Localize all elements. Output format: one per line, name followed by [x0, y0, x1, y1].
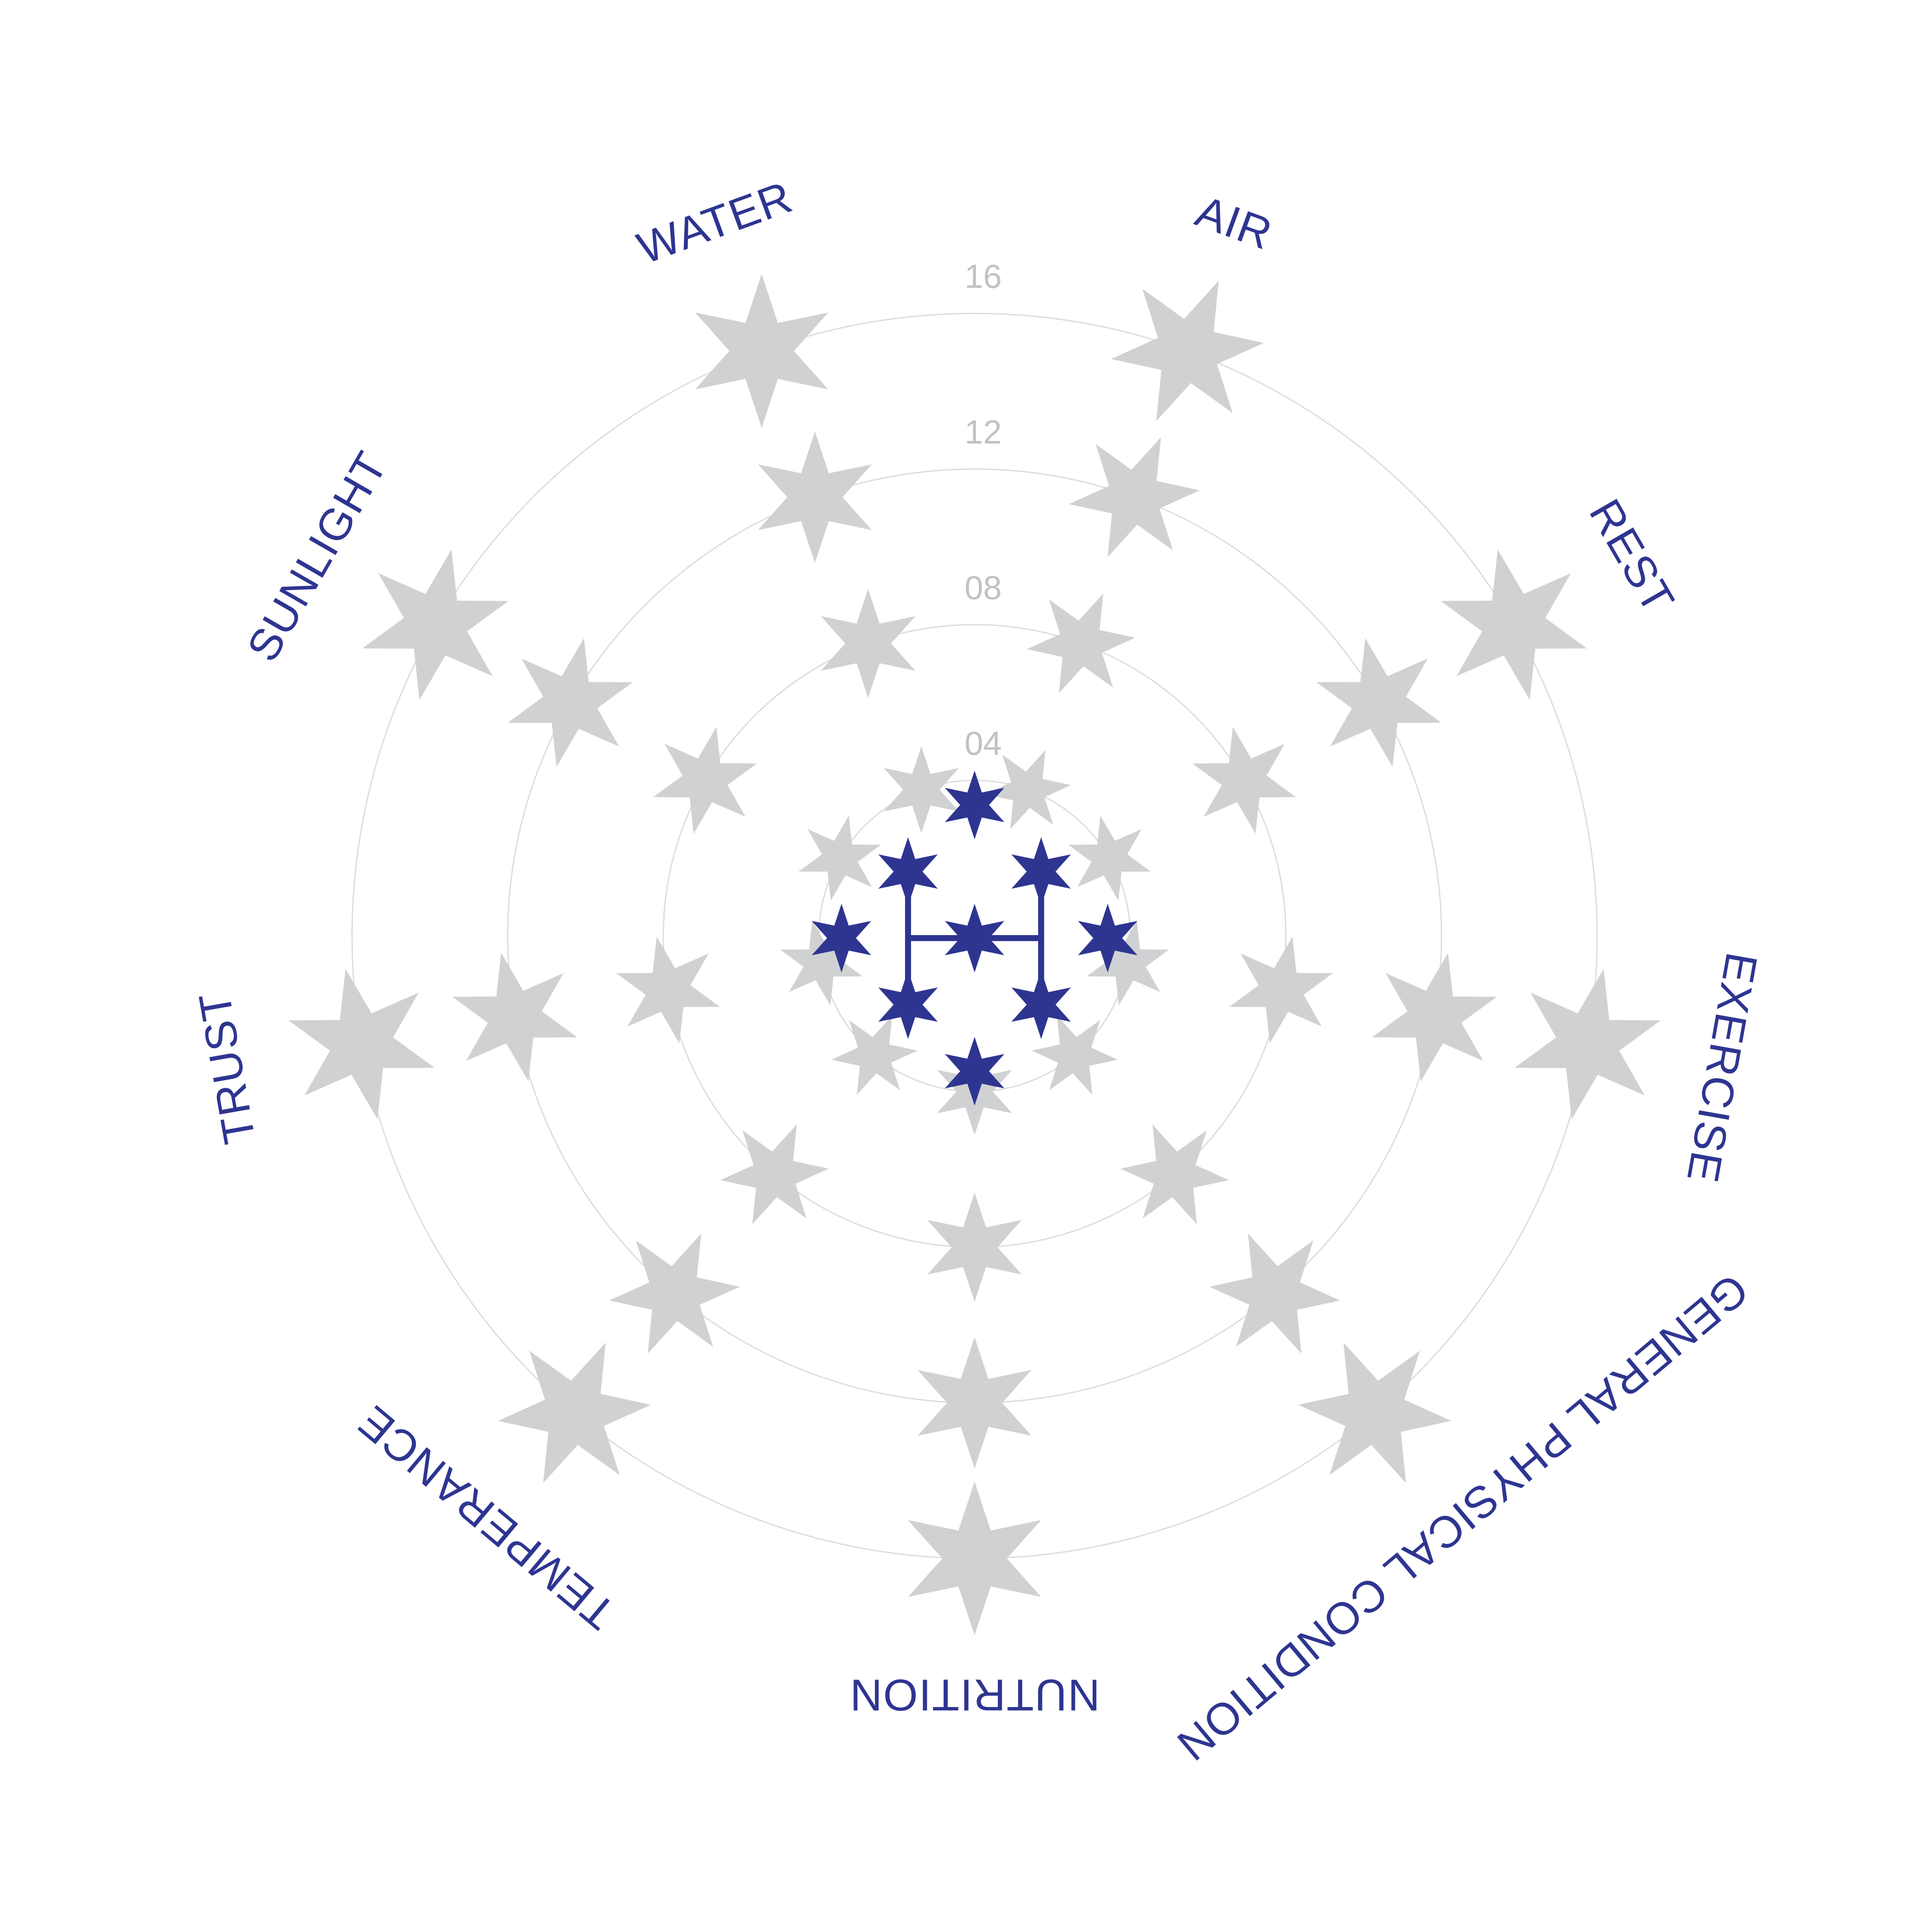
marker-rest-3	[1440, 549, 1587, 700]
ring-label-12: 12	[965, 413, 1002, 451]
marker-trust-1	[616, 936, 720, 1044]
marker-nutrition-3	[908, 1482, 1041, 1635]
marker-general-physical-condition-2	[1209, 1233, 1340, 1354]
category-label-trust: TRUST	[189, 988, 265, 1147]
marker-general-physical-condition-3	[1298, 1343, 1452, 1483]
marker-temperance-1	[720, 1124, 829, 1224]
logo-star-1	[878, 837, 938, 906]
star-cluster-logo-icon	[811, 771, 1138, 1106]
logo-star-5	[1078, 904, 1138, 972]
marker-sunlight-2	[507, 638, 633, 767]
category-label-exercise: EXERCISE	[1677, 949, 1767, 1187]
marker-trust-3	[288, 969, 435, 1119]
category-label-nutrition: NUTRITION	[849, 1670, 1100, 1720]
marker-air-2	[1069, 437, 1200, 557]
marker-temperance-3	[498, 1343, 651, 1483]
marker-trust-2	[452, 953, 577, 1081]
marker-general-physical-condition-0	[1031, 1015, 1118, 1095]
logo-star-4	[945, 904, 1005, 972]
ring-label-04: 04	[965, 724, 1002, 762]
marker-nutrition-1	[927, 1193, 1022, 1302]
marker-temperance-2	[609, 1233, 740, 1354]
category-label-general-physical-condition: GENERAL PHYSICAL CONDITION	[1167, 1264, 1758, 1771]
marker-rest-1	[1192, 727, 1296, 834]
marker-water-2	[758, 431, 872, 563]
marker-exercise-1	[1229, 936, 1333, 1044]
logo-star-2	[1011, 837, 1071, 906]
marker-exercise-3	[1514, 969, 1661, 1119]
marker-temperance-0	[831, 1015, 918, 1095]
marker-water-0	[884, 746, 959, 833]
logo-star-7	[1011, 970, 1071, 1039]
category-label-rest: REST	[1580, 491, 1684, 622]
marker-sunlight-1	[653, 727, 757, 834]
logo-star-6	[878, 970, 938, 1039]
marker-nutrition-2	[917, 1337, 1032, 1469]
ring-labels-layer: 04 08 12 16	[965, 258, 1002, 762]
logo-star-8	[945, 1037, 1005, 1106]
marker-water-3	[695, 274, 829, 428]
marker-water-1	[821, 589, 915, 698]
marker-sunlight-0	[799, 816, 881, 901]
marker-air-3	[1111, 280, 1264, 421]
marker-rest-2	[1316, 638, 1442, 767]
category-label-air: AIR	[1189, 186, 1279, 259]
marker-exercise-2	[1372, 953, 1497, 1081]
ring-label-16: 16	[965, 258, 1002, 295]
ring-label-08: 08	[965, 569, 1002, 607]
marker-sunlight-3	[362, 549, 509, 700]
marker-air-1	[1027, 593, 1136, 693]
marker-rest-0	[1068, 816, 1151, 901]
category-label-water: WATER	[631, 172, 799, 274]
logo-star-0	[945, 771, 1005, 839]
category-label-sunlight: SUNLIGHT	[238, 444, 397, 670]
marker-general-physical-condition-1	[1120, 1124, 1229, 1224]
logo-star-3	[811, 904, 872, 972]
marker-air-0	[984, 750, 1071, 829]
